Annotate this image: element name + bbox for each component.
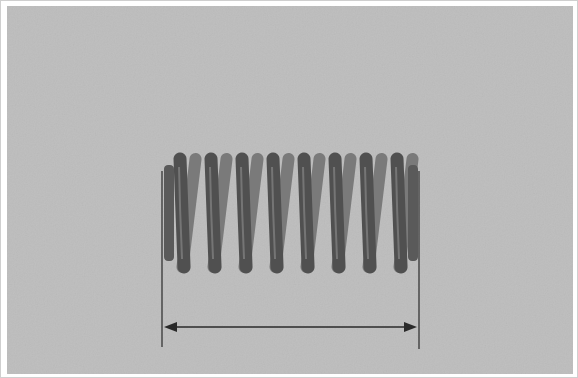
spring-coil-highlight (271, 166, 277, 260)
arrowhead-right-icon (404, 322, 417, 332)
spring-coil-front (235, 152, 253, 274)
spring-coil-highlight (209, 166, 215, 260)
spring-coil-front (204, 152, 222, 274)
spring-coil-highlight (240, 166, 246, 260)
spring-coil-highlight (302, 166, 308, 260)
spring-end-right (408, 165, 418, 261)
length-dimension (161, 171, 420, 349)
spring-coil-front (390, 152, 408, 274)
spring-coil-highlight (364, 166, 370, 260)
spring-coil-front (266, 152, 284, 274)
spring-coil-front (359, 152, 377, 274)
spring-coil-front (297, 152, 315, 274)
spring-coil-highlight (178, 166, 184, 260)
arrowhead-left-icon (164, 322, 177, 332)
coil-spring (164, 152, 419, 274)
spring-coil-front (328, 152, 346, 274)
spring-coil-highlight (333, 166, 339, 260)
spring-coil-highlight (395, 166, 401, 260)
spring-coil-front (173, 152, 191, 274)
spring-end-left (164, 165, 174, 261)
